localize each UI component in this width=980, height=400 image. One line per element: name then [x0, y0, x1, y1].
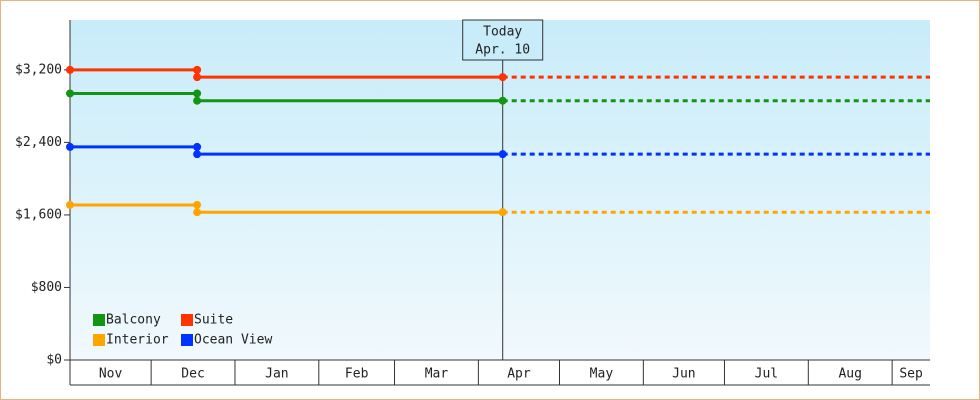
x-tick-label: Feb: [345, 367, 369, 382]
legend-label: Suite: [194, 313, 233, 328]
legend-swatch: [181, 314, 193, 326]
legend-label: Ocean View: [194, 333, 272, 348]
point: [193, 65, 202, 74]
today-box: [462, 19, 544, 61]
x-tick-label: Sep: [899, 367, 923, 382]
y-tick-label: $3,200: [15, 62, 62, 77]
point: [193, 73, 202, 82]
legend-label: Interior: [106, 333, 169, 348]
point: [193, 150, 202, 159]
legend-swatch: [93, 334, 105, 346]
y-tick-label: $2,400: [15, 135, 62, 150]
point: [498, 208, 507, 217]
legend-swatch: [181, 334, 193, 346]
point: [193, 96, 202, 105]
legend-swatch: [93, 314, 105, 326]
x-tick-label: Jul: [755, 367, 778, 382]
x-tick-label: May: [590, 367, 614, 382]
x-tick-label: Mar: [425, 367, 449, 382]
x-tick-label: Jun: [672, 367, 695, 382]
point: [66, 89, 74, 98]
x-tick-label: Apr: [507, 367, 531, 382]
point: [498, 96, 507, 105]
today-label: Apr. 10: [475, 43, 530, 58]
x-tick-label: Jan: [265, 367, 288, 382]
x-tick-label: Dec: [181, 367, 204, 382]
x-tick-label: Nov: [99, 367, 123, 382]
point: [66, 142, 74, 151]
point: [193, 200, 202, 209]
point: [193, 89, 202, 98]
y-tick-label: $800: [31, 280, 62, 295]
y-tick-label: $0: [46, 353, 62, 368]
point: [193, 142, 202, 151]
point: [66, 200, 74, 209]
point: [193, 208, 202, 217]
point: [498, 73, 507, 82]
y-tick-label: $1,600: [15, 207, 62, 222]
today-label: Today: [483, 25, 522, 40]
point: [498, 150, 507, 159]
legend-label: Balcony: [106, 313, 161, 328]
x-tick-label: Aug: [838, 367, 861, 382]
point: [66, 65, 74, 74]
